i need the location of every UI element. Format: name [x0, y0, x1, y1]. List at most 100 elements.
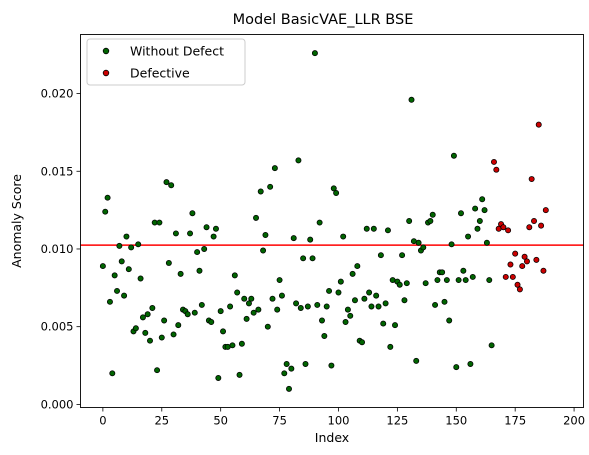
data-point: [392, 322, 398, 329]
data-point: [458, 210, 464, 217]
data-point: [326, 287, 333, 294]
data-point: [347, 312, 354, 319]
data-point: [142, 329, 149, 336]
data-point: [429, 211, 436, 218]
data-point: [132, 325, 139, 332]
data-point: [387, 343, 394, 350]
data-point: [337, 278, 344, 285]
data-point: [121, 292, 128, 299]
x-tick-label: 50: [213, 414, 228, 428]
data-point: [448, 241, 455, 248]
data-point: [354, 263, 361, 270]
data-point: [156, 219, 163, 226]
data-point: [366, 289, 373, 296]
plot-area-frame: [80, 34, 584, 408]
data-point: [535, 121, 542, 128]
data-point: [531, 218, 537, 224]
data-point: [340, 233, 347, 240]
data-point: [384, 227, 391, 234]
data-point: [476, 218, 483, 224]
data-point: [368, 303, 375, 310]
data-point: [184, 311, 191, 318]
data-point: [333, 190, 340, 197]
axis-ticks: 0 25 50 75 100 125 150 175 200 0.000 0.005 0.010 0.0…: [41, 87, 585, 428]
data-point: [238, 340, 245, 347]
data-point: [500, 224, 507, 231]
data-point: [215, 374, 222, 381]
data-point: [488, 342, 495, 349]
data-point: [165, 259, 172, 266]
data-point: [450, 152, 457, 159]
data-point: [274, 306, 281, 313]
data-point: [486, 277, 493, 284]
data-point: [382, 300, 389, 307]
data-point: [144, 311, 151, 318]
x-tick-label: 200: [563, 414, 585, 428]
data-point: [302, 361, 309, 367]
data-point: [415, 239, 422, 246]
x-tick-label: 125: [386, 414, 408, 428]
data-point: [118, 258, 125, 265]
data-point: [460, 267, 467, 274]
data-point: [114, 287, 120, 294]
data-point: [406, 218, 413, 224]
data-point: [514, 281, 521, 288]
data-point: [139, 314, 146, 321]
data-point: [293, 300, 300, 307]
data-point: [519, 263, 526, 270]
data-point: [399, 252, 406, 259]
data-point: [462, 277, 469, 284]
data-point: [311, 50, 318, 57]
data-point: [359, 339, 366, 346]
data-point: [245, 300, 252, 307]
data-point: [278, 292, 285, 299]
data-point: [177, 270, 184, 277]
y-tick-label: 0.020: [41, 87, 74, 101]
data-point: [422, 280, 429, 287]
data-point: [102, 208, 109, 215]
data-point: [227, 303, 234, 310]
data-point: [528, 176, 535, 183]
data-point: [526, 224, 533, 231]
data-point: [161, 317, 168, 324]
data-point: [286, 385, 292, 392]
x-tick-label: 0: [99, 414, 106, 428]
data-point: [316, 219, 323, 226]
data-point: [465, 233, 472, 240]
data-point: [323, 303, 330, 310]
data-point: [505, 227, 512, 234]
data-point: [297, 305, 304, 312]
data-point: [248, 295, 255, 302]
data-point: [328, 362, 335, 369]
data-point: [281, 370, 288, 377]
data-point: [490, 158, 497, 165]
data-point: [342, 319, 349, 325]
legend: Without Defect Defective: [86, 38, 246, 86]
data-point: [434, 277, 441, 284]
data-point: [401, 297, 408, 304]
data-point: [253, 214, 259, 221]
data-point: [403, 280, 410, 287]
data-point: [377, 252, 384, 259]
data-point: [220, 328, 227, 335]
data-point: [427, 218, 434, 224]
data-point: [330, 185, 337, 192]
data-point: [175, 322, 182, 329]
data-point: [467, 361, 474, 367]
y-tick-label: 0.000: [41, 397, 74, 411]
series-without-defect: [99, 50, 495, 392]
data-point: [163, 179, 170, 186]
data-point: [373, 292, 380, 299]
data-point: [309, 255, 316, 262]
y-tick-label: 0.010: [41, 242, 74, 256]
data-point: [396, 281, 403, 288]
data-point: [196, 267, 203, 274]
data-point: [314, 301, 321, 308]
data-point: [271, 165, 278, 172]
x-tick-label: 25: [154, 414, 169, 428]
data-point: [217, 308, 224, 315]
data-point: [380, 320, 387, 327]
data-point: [267, 183, 274, 190]
data-points: [99, 50, 549, 392]
data-point: [187, 230, 194, 237]
